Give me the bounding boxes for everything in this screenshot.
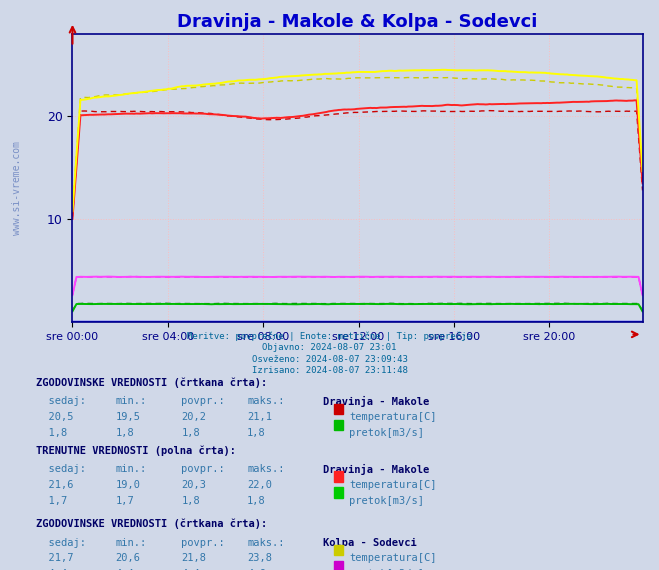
Text: min.:: min.:	[115, 396, 146, 406]
Text: pretok[m3/s]: pretok[m3/s]	[349, 428, 424, 438]
Text: 20,5: 20,5	[36, 412, 74, 422]
Text: povpr.:: povpr.:	[181, 396, 225, 406]
Text: 21,1: 21,1	[247, 412, 272, 422]
Text: 21,8: 21,8	[181, 553, 206, 564]
Text: Meritve: povprečne | Enote: metrične | Tip: povprečje: Meritve: povprečne | Enote: metrične | T…	[187, 332, 472, 341]
Text: 1,8: 1,8	[247, 496, 266, 506]
Text: 20,3: 20,3	[181, 480, 206, 490]
Text: 1,8: 1,8	[181, 496, 200, 506]
Text: 1,8: 1,8	[181, 428, 200, 438]
Text: Kolpa - Sodevci: Kolpa - Sodevci	[323, 538, 416, 548]
Text: Izrisano: 2024-08-07 23:11:48: Izrisano: 2024-08-07 23:11:48	[252, 366, 407, 375]
Text: 1,7: 1,7	[115, 496, 134, 506]
Text: 20,2: 20,2	[181, 412, 206, 422]
Text: maks.:: maks.:	[247, 538, 285, 548]
Text: 1,8: 1,8	[36, 428, 67, 438]
Text: pretok[m3/s]: pretok[m3/s]	[349, 496, 424, 506]
Text: ZGODOVINSKE VREDNOSTI (črtkana črta):: ZGODOVINSKE VREDNOSTI (črtkana črta):	[36, 377, 268, 388]
Text: 19,5: 19,5	[115, 412, 140, 422]
Text: povpr.:: povpr.:	[181, 464, 225, 474]
Text: 1,8: 1,8	[115, 428, 134, 438]
Text: maks.:: maks.:	[247, 396, 285, 406]
Text: TRENUTNE VREDNOSTI (polna črta):: TRENUTNE VREDNOSTI (polna črta):	[36, 445, 236, 455]
Text: ZGODOVINSKE VREDNOSTI (črtkana črta):: ZGODOVINSKE VREDNOSTI (črtkana črta):	[36, 519, 268, 529]
Text: 19,0: 19,0	[115, 480, 140, 490]
Title: Dravinja - Makole & Kolpa - Sodevci: Dravinja - Makole & Kolpa - Sodevci	[177, 13, 538, 31]
Text: 4,6: 4,6	[247, 569, 266, 570]
Text: www.si-vreme.com: www.si-vreme.com	[12, 141, 22, 235]
Text: maks.:: maks.:	[247, 464, 285, 474]
Text: 1,7: 1,7	[36, 496, 67, 506]
Text: 21,7: 21,7	[36, 553, 74, 564]
Text: sedaj:: sedaj:	[36, 464, 86, 474]
Text: 4,4: 4,4	[115, 569, 134, 570]
Text: 21,6: 21,6	[36, 480, 74, 490]
Text: 4,4: 4,4	[36, 569, 67, 570]
Text: 20,6: 20,6	[115, 553, 140, 564]
Text: Objavno: 2024-08-07 23:01: Objavno: 2024-08-07 23:01	[262, 343, 397, 352]
Text: povpr.:: povpr.:	[181, 538, 225, 548]
Text: Dravinja - Makole: Dravinja - Makole	[323, 396, 429, 407]
Text: temperatura[C]: temperatura[C]	[349, 553, 437, 564]
Text: Osveženo: 2024-08-07 23:09:43: Osveženo: 2024-08-07 23:09:43	[252, 355, 407, 364]
Text: min.:: min.:	[115, 538, 146, 548]
Text: 23,8: 23,8	[247, 553, 272, 564]
Text: 22,0: 22,0	[247, 480, 272, 490]
Text: temperatura[C]: temperatura[C]	[349, 480, 437, 490]
Text: min.:: min.:	[115, 464, 146, 474]
Text: 4,4: 4,4	[181, 569, 200, 570]
Text: sedaj:: sedaj:	[36, 396, 86, 406]
Text: 1,8: 1,8	[247, 428, 266, 438]
Text: temperatura[C]: temperatura[C]	[349, 412, 437, 422]
Text: sedaj:: sedaj:	[36, 538, 86, 548]
Text: pretok[m3/s]: pretok[m3/s]	[349, 569, 424, 570]
Text: Dravinja - Makole: Dravinja - Makole	[323, 464, 429, 475]
